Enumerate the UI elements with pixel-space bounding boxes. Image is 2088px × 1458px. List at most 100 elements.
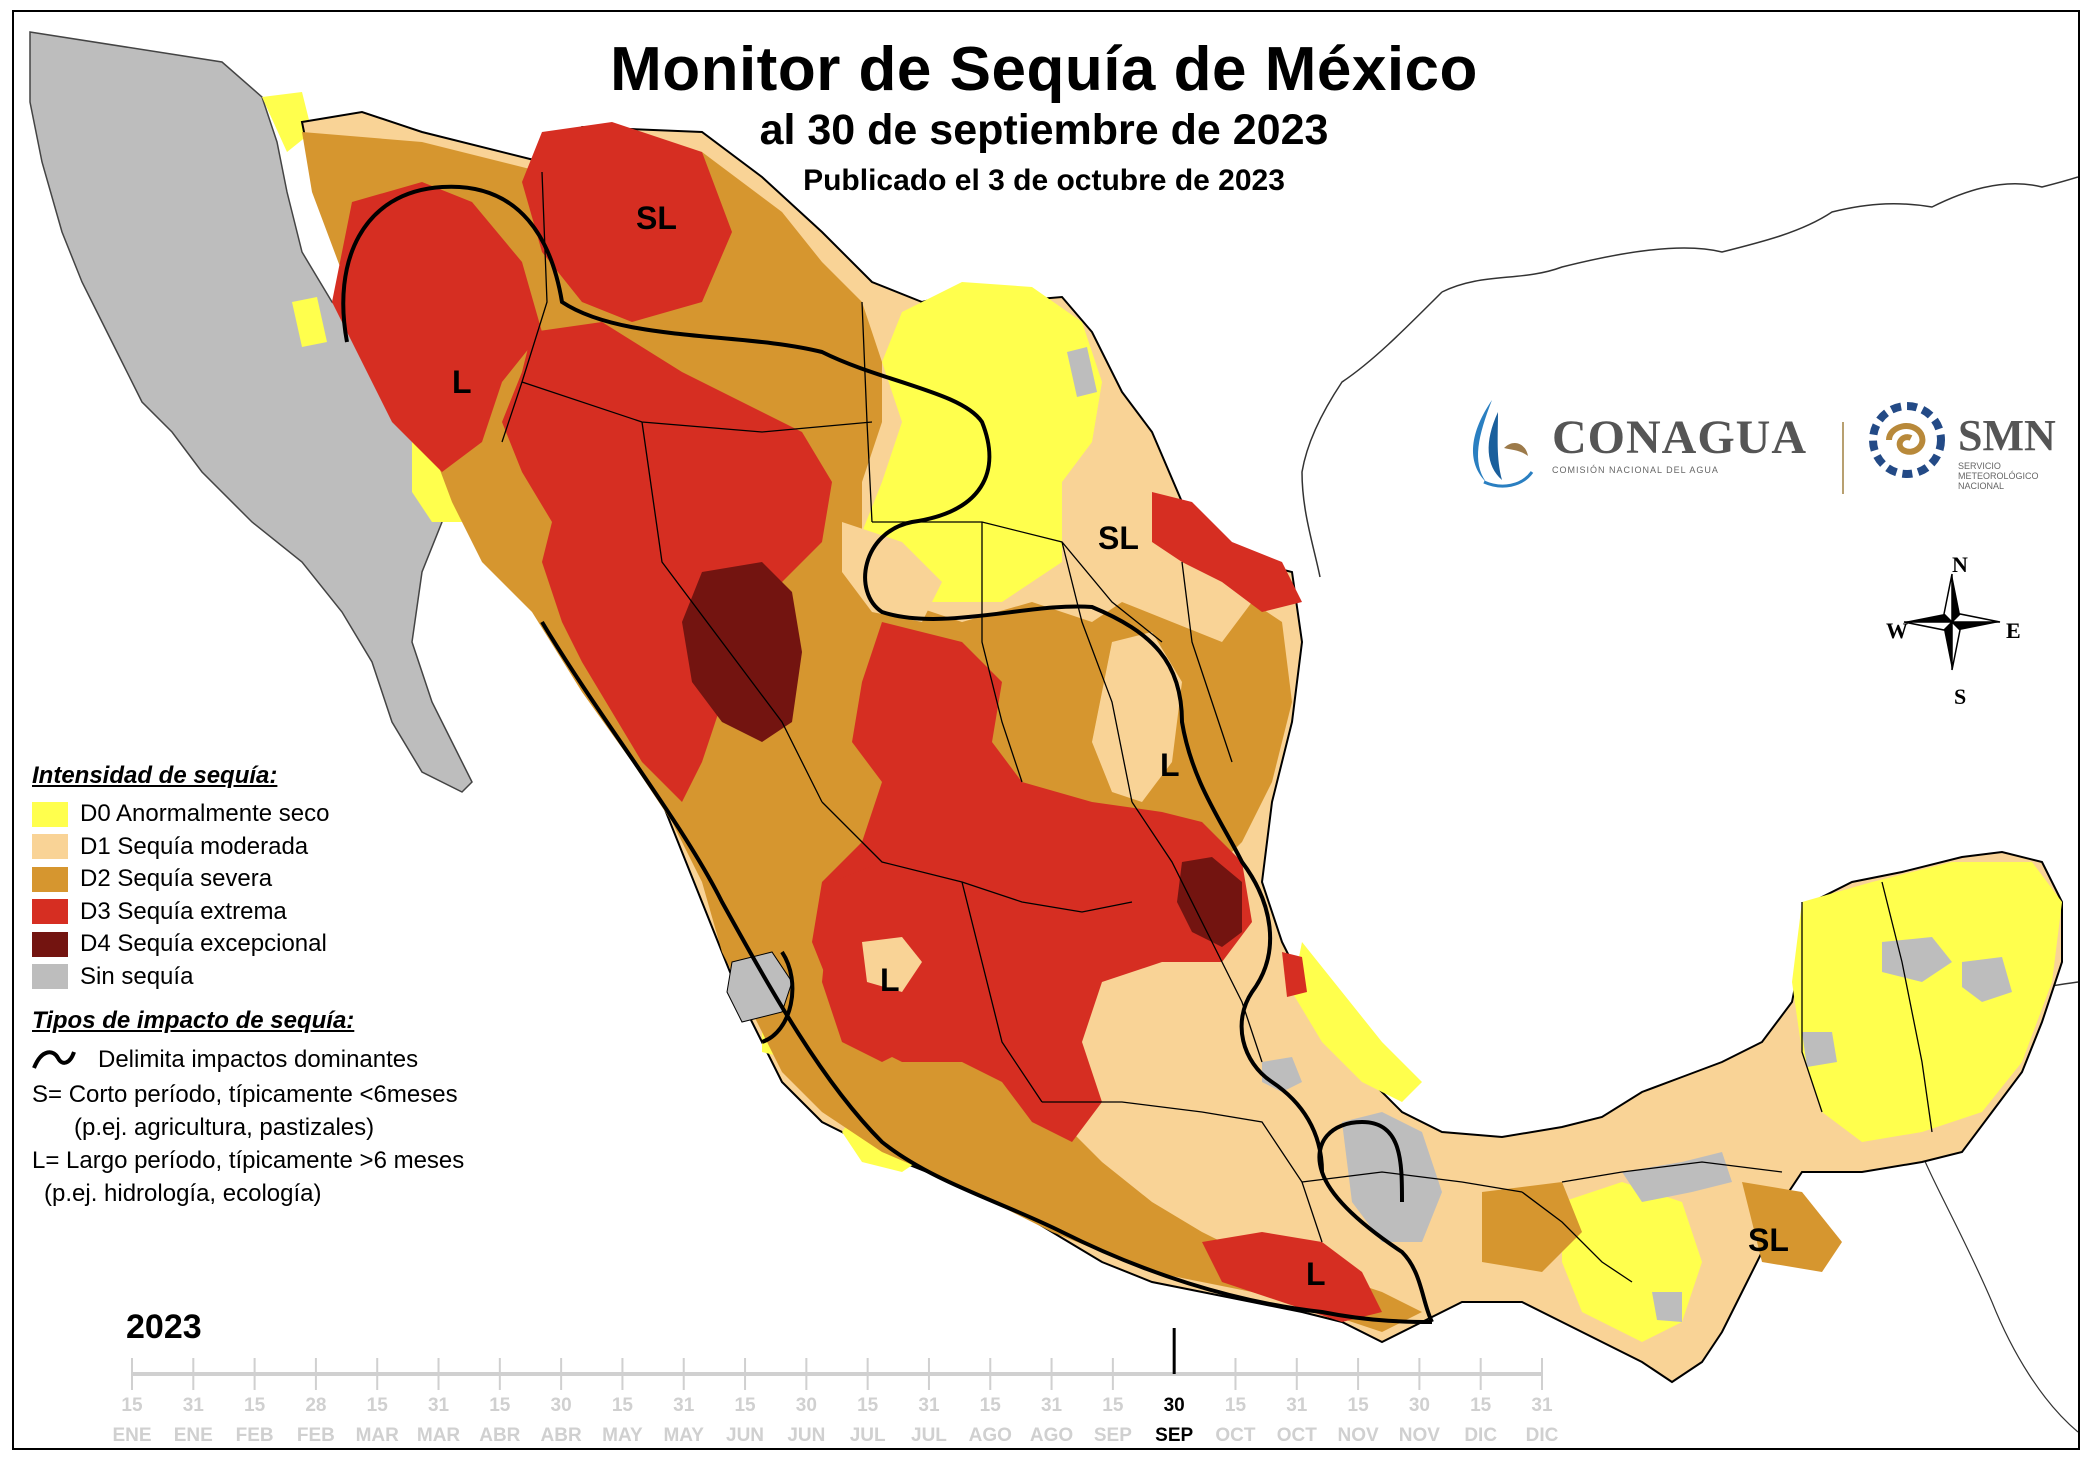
us-gulf-coastline <box>1301 176 2078 578</box>
legend-label: D4 Sequía excepcional <box>80 930 327 958</box>
legend-item-none: Sin sequía <box>32 961 552 994</box>
timeline-day-label: 15 <box>489 1395 511 1416</box>
legend-item-d3: D3 Sequía extrema <box>32 896 552 929</box>
timeline-day-label: 15 <box>979 1395 1001 1416</box>
grey-yucatan-2 <box>1962 957 2012 1002</box>
legend-label: D3 Sequía extrema <box>80 897 287 925</box>
label-l-oaxaca: L <box>1306 1256 1326 1292</box>
conagua-logo: CONAGUA COMISIÓN NACIONAL DEL AGUA <box>1492 410 1807 475</box>
map-subtitle: al 30 de septiembre de 2023 <box>759 106 1329 154</box>
impact-long-2: (p.ej. hidrología, ecología) <box>44 1180 322 1207</box>
timeline-month-label: AGO <box>968 1425 1012 1446</box>
legend-items: D0 Anormalmente seco D1 Sequía moderada D2… <box>32 798 552 993</box>
logo-divider <box>1842 422 1844 494</box>
legend-swatch-d4 <box>32 931 68 957</box>
label-sl-tamaulipas: SL <box>1098 520 1139 556</box>
timeline-month-label: OCT <box>1215 1425 1256 1446</box>
legend-item-d1: D1 Sequía moderada <box>32 831 552 864</box>
label-sl-chihuahua: SL <box>636 200 677 236</box>
grey-coahuila <box>1067 347 1097 397</box>
legend-item-d4: D4 Sequía excepcional <box>32 928 552 961</box>
timeline-day-label: 31 <box>1040 1395 1063 1416</box>
legend-label: D2 Sequía severa <box>80 865 273 893</box>
grey-puebla <box>1342 1112 1442 1242</box>
map-title: Monitor de Sequía de México <box>610 35 1478 104</box>
d0-veracruz <box>1292 942 1422 1102</box>
published-date: Publicado el 3 de octubre de 2023 <box>803 164 1285 197</box>
impact-line-north <box>341 184 1434 1323</box>
d3-chihuahua-south <box>502 322 832 802</box>
d1-durango-patch <box>842 522 942 622</box>
impact-lines <box>341 184 1434 1324</box>
grey-nayarit <box>726 951 793 1023</box>
label-l-slp: L <box>1160 747 1180 783</box>
impact-long-1: L= Largo período, típicamente >6 meses <box>32 1147 465 1174</box>
impact-line-jalisco <box>761 950 795 1044</box>
drought-map <box>29 31 2078 1433</box>
legend-label: D1 Sequía moderada <box>80 832 309 860</box>
impact-legend: Tipos de impacto de sequía: Delimita imp… <box>32 1007 552 1209</box>
d1-jalisco-patch <box>862 937 922 992</box>
smn-logo: SMN SERVICIO METEOROLÓGICO NACIONAL <box>1866 410 2056 491</box>
baja-california <box>29 31 473 793</box>
d3-veracruz-spot <box>1282 952 1307 997</box>
timeline-month-label: MAR <box>416 1425 461 1446</box>
compass-rose-icon <box>1903 573 2001 671</box>
timeline-day-label: 15 <box>244 1395 266 1416</box>
state-borders <box>501 171 1933 1283</box>
legend-swatch-d0 <box>32 801 68 827</box>
conagua-name: CONAGUA <box>1552 411 1807 464</box>
legend-item-d0: D0 Anormalmente seco <box>32 798 552 831</box>
d2-campeche <box>1742 1182 1842 1272</box>
timeline-day-label: 15 <box>1102 1395 1124 1416</box>
legend-swatch-d3 <box>32 899 68 925</box>
impact-line-south <box>1317 1119 1404 1203</box>
central-america-outline <box>1916 1141 2078 1433</box>
map-frame: Monitor de Sequía de México al 30 de sep… <box>12 10 2080 1450</box>
timeline-month-label: JUL <box>911 1425 947 1446</box>
conagua-drop-icon <box>1473 400 1534 488</box>
timeline-day-label: 31 <box>1531 1395 1553 1416</box>
timeline-day-label: 30 <box>1408 1395 1430 1416</box>
timeline-day-label: 31 <box>427 1395 450 1416</box>
timeline-month-label: DIC <box>1464 1425 1498 1446</box>
timeline-day-label: 15 <box>366 1395 388 1416</box>
conagua-subtitle: COMISIÓN NACIONAL DEL AGUA <box>1552 465 1719 475</box>
d2-tabasco <box>1482 1182 1582 1272</box>
grey-tabasco <box>1622 1152 1732 1202</box>
timeline-day-label: 15 <box>857 1395 879 1416</box>
legend-swatch-d1 <box>32 834 68 860</box>
d4-hidalgo <box>1177 857 1242 947</box>
timeline-day-label: 31 <box>673 1395 695 1416</box>
timeline-month-label: SEP <box>1093 1425 1132 1446</box>
d3-center <box>812 622 1252 1142</box>
legend-item-d2: D2 Sequía severa <box>32 863 552 896</box>
impact-short-1: S= Corto período, típicamente <6meses <box>32 1081 458 1108</box>
d3-sonora <box>332 182 542 472</box>
impact-line-icon <box>32 1050 76 1069</box>
impact-line-label: Delimita impactos dominantes <box>98 1046 419 1073</box>
grey-campeche <box>1802 1032 1837 1067</box>
timeline-month-label: AGO <box>1029 1425 1074 1446</box>
timeline-month-label: JUN <box>787 1425 826 1446</box>
timeline-day-label: 31 <box>1286 1395 1308 1416</box>
timeline-month-label: ENE <box>112 1425 152 1446</box>
timeline-month-label: NOV <box>1337 1425 1379 1446</box>
timeline-day-label: 15 <box>1224 1395 1247 1416</box>
legend: Intensidad de sequía: D0 Anormalmente se… <box>32 762 552 1211</box>
d1-slp-patch <box>1092 632 1182 802</box>
compass-west: W <box>1886 618 1908 643</box>
legend-swatch-none <box>32 964 68 990</box>
compass-north: N <box>1952 552 1968 577</box>
timeline-day-label: 15 <box>1347 1395 1369 1416</box>
legend-label: Sin sequía <box>80 962 194 990</box>
compass-south: S <box>1954 684 1967 709</box>
timeline-day-label: 30 <box>795 1395 817 1416</box>
timeline-day-label: 15 <box>611 1395 633 1416</box>
label-sl-yucatan: SL <box>1748 1222 1789 1258</box>
impact-line-legend: Delimita impactos dominantes <box>32 1043 552 1077</box>
impact-short-2: (p.ej. agricultura, pastizales) <box>74 1114 375 1141</box>
timeline-year: 2023 <box>126 1308 202 1346</box>
d3-chihuahua <box>522 122 732 322</box>
timeline-day-label: 31 <box>182 1395 204 1416</box>
